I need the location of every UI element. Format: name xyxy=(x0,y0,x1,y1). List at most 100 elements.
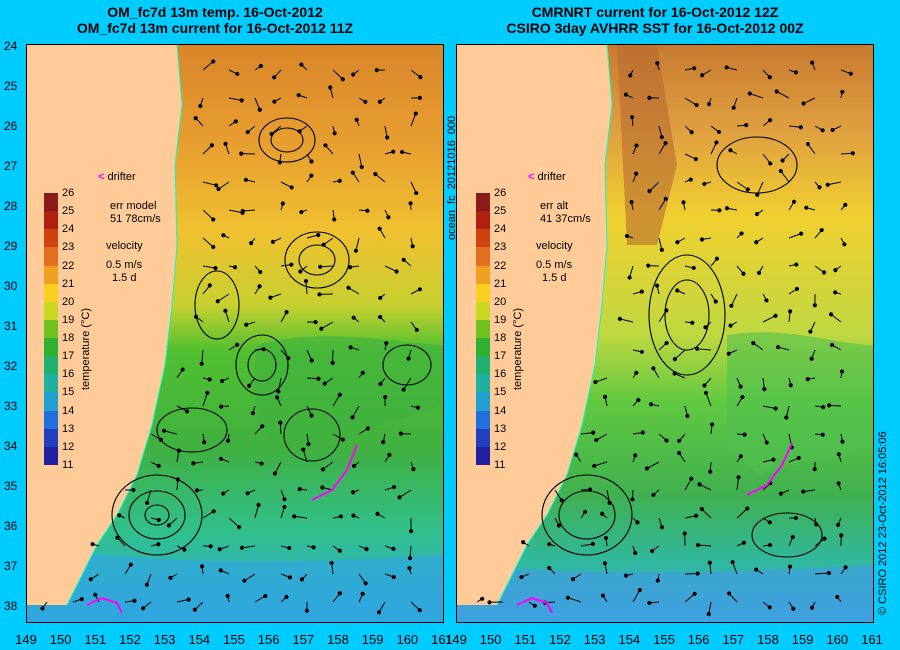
current-vector-head xyxy=(730,560,735,565)
current-vector-head xyxy=(796,455,801,461)
current-vector-head xyxy=(348,345,353,350)
colorbar-segment xyxy=(476,319,490,338)
current-vector xyxy=(321,321,334,330)
current-vector-head xyxy=(337,548,342,553)
latitude-tick-label: 33 xyxy=(4,399,18,413)
current-vector xyxy=(305,281,308,295)
current-vector-head xyxy=(287,575,293,580)
current-vector-head xyxy=(218,568,223,573)
current-vector-head xyxy=(221,491,226,496)
current-vector xyxy=(202,61,214,71)
current-vector-head xyxy=(805,377,810,382)
current-vector-head xyxy=(820,432,825,437)
longitude-tick-label: 160 xyxy=(826,632,849,647)
current-vector xyxy=(827,181,842,186)
current-vector-head xyxy=(731,105,736,110)
colorbar-segment xyxy=(44,356,58,375)
current-vector-head xyxy=(829,342,835,348)
current-vector-head xyxy=(365,426,371,431)
colorbar-segment xyxy=(44,319,58,338)
right-err-value: 41 37cm/s xyxy=(540,213,591,225)
current-vector-head xyxy=(728,148,733,153)
current-vector-head xyxy=(690,320,695,325)
current-vector-head xyxy=(774,89,779,94)
current-vector-head xyxy=(205,390,210,395)
current-vector-head xyxy=(819,227,824,233)
current-vector-head xyxy=(754,567,759,572)
current-vector-head xyxy=(284,310,289,315)
colorbar-tick-label: 17 xyxy=(62,350,75,363)
current-vector-head xyxy=(850,151,855,156)
latitude-tick-label: 35 xyxy=(4,479,18,493)
current-vector-head xyxy=(332,131,337,136)
colorbar-tick-label: 20 xyxy=(494,295,507,308)
current-vector-head xyxy=(843,202,848,207)
current-vector-head xyxy=(709,422,715,427)
current-vector-head xyxy=(88,577,93,582)
current-vector xyxy=(756,181,764,195)
current-vector-head xyxy=(257,284,262,289)
current-vector-head xyxy=(225,593,230,598)
current-vector-head xyxy=(754,211,760,217)
colorbar-segment xyxy=(476,446,490,465)
current-vector-head xyxy=(209,143,215,148)
latitude-tick-label: 24 xyxy=(4,39,18,53)
current-vector-head xyxy=(373,171,378,177)
current-vector-head xyxy=(716,129,722,135)
colorbar-tick-label: 22 xyxy=(494,259,507,272)
current-vector-head xyxy=(793,70,799,75)
longitude-tick-label: 149 xyxy=(445,632,467,647)
colorbar-tick-label: 12 xyxy=(62,440,75,453)
current-vector-head xyxy=(323,143,328,148)
current-vector-head xyxy=(381,440,386,445)
current-vector-head xyxy=(487,600,492,605)
current-vector-head xyxy=(812,467,817,472)
current-vector-head xyxy=(180,367,185,372)
left-map-svg xyxy=(27,45,443,622)
current-vector-head xyxy=(239,98,244,103)
current-vector xyxy=(803,97,816,104)
current-vector-head xyxy=(417,95,422,100)
current-vector-head xyxy=(282,497,287,502)
left-temperature-colorbar xyxy=(44,193,58,465)
current-vector-head xyxy=(193,314,199,319)
current-vector-head xyxy=(843,565,848,570)
current-vector-head xyxy=(692,66,697,71)
current-vector-head xyxy=(767,520,772,525)
longitude-tick-label: 154 xyxy=(188,632,211,647)
current-vector-head xyxy=(200,564,205,569)
current-vector-head xyxy=(633,453,638,458)
current-vector xyxy=(776,91,790,99)
current-vector-head xyxy=(773,406,778,411)
current-vector-head xyxy=(132,598,137,603)
current-vector-head xyxy=(359,164,364,170)
latitude-tick-label: 30 xyxy=(4,279,18,293)
current-vector-head xyxy=(594,437,599,443)
colorbar-segment xyxy=(476,374,490,393)
current-vector-head xyxy=(182,547,187,552)
current-vector-head xyxy=(830,127,835,133)
current-vector-head xyxy=(243,177,249,182)
current-vector-head xyxy=(277,160,282,165)
current-vector xyxy=(202,265,216,269)
colorbar-segment xyxy=(44,374,58,393)
current-vector-head xyxy=(282,504,287,510)
current-vector-head xyxy=(664,340,669,346)
current-vector-head xyxy=(176,448,181,453)
left-colorbar-label: temperature (°C) xyxy=(80,307,92,390)
current-vector-head xyxy=(376,610,382,615)
current-vector-head xyxy=(289,262,294,267)
current-vector-head xyxy=(702,181,707,187)
current-vector-head xyxy=(223,308,228,313)
right-map-panel xyxy=(456,44,874,623)
left-velocity-legend: velocity xyxy=(106,240,143,253)
longitude-tick-label: 156 xyxy=(687,632,710,647)
current-vector-head xyxy=(828,312,834,317)
colorbar-tick-label: 19 xyxy=(62,313,75,326)
current-vector-head xyxy=(145,500,150,505)
colorbar-segment xyxy=(476,428,490,447)
left-err-value: 51 78cm/s xyxy=(110,213,161,225)
current-vector-head xyxy=(309,413,314,418)
current-vector-head xyxy=(214,183,219,188)
current-vector-head xyxy=(261,347,266,352)
